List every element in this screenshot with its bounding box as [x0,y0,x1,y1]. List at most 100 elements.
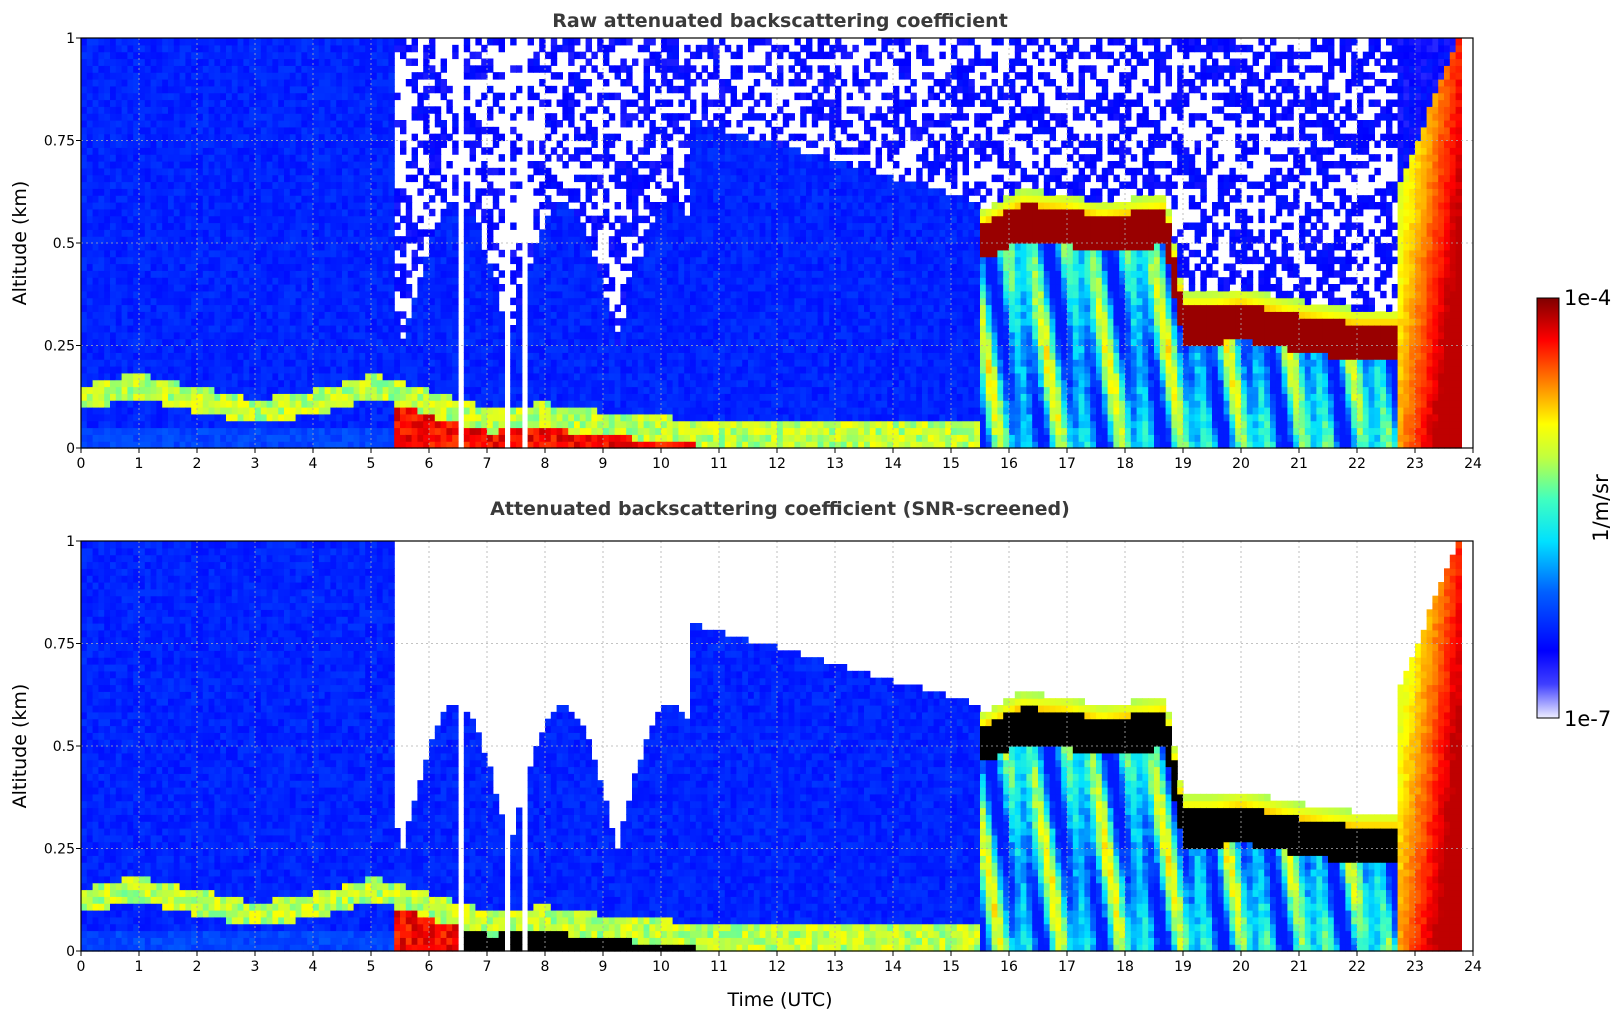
heatmap-cell [203,352,209,359]
heatmap-cell [151,209,157,216]
heatmap-cell [116,168,122,175]
heatmap-cell [284,236,290,243]
heatmap-cell [493,359,499,366]
heatmap-cell [493,195,499,202]
heatmap-cell [388,298,394,305]
heatmap-cell [417,339,423,346]
heatmap-cell [267,59,273,66]
heatmap-cell [400,380,406,387]
heatmap-cell [533,407,539,414]
heatmap-cell [209,202,215,209]
heatmap-cell [441,352,447,359]
heatmap-cell [342,236,348,243]
heatmap-cell [330,229,336,236]
heatmap-cell [412,175,418,182]
heatmap-cell [626,305,632,312]
heatmap-cell [220,113,226,120]
heatmap-cell [603,318,609,325]
heatmap-cell [470,113,476,120]
heatmap-cell [626,175,632,182]
heatmap-cell [336,216,342,223]
heatmap-cell [533,209,539,216]
heatmap-cell [156,120,162,127]
heatmap-cell [81,298,87,305]
heatmap-cell [151,38,157,45]
heatmap-cell [354,93,360,100]
heatmap-cell [342,38,348,45]
heatmap-cell [580,332,586,339]
heatmap-cell [609,434,615,441]
heatmap-cell [87,359,93,366]
heatmap-cell [475,305,481,312]
heatmap-cell [475,100,481,107]
heatmap-cell [551,127,557,134]
heatmap-cell [116,161,122,168]
heatmap-cell [359,373,365,380]
heatmap-cell [116,154,122,161]
heatmap-cell [168,52,174,59]
heatmap-cell [307,79,313,86]
heatmap-cell [603,216,609,223]
heatmap-cell [377,154,383,161]
heatmap-cell [516,147,522,154]
heatmap-cell [580,270,586,277]
heatmap-cell [435,264,441,271]
heatmap-cell [81,387,87,394]
heatmap-cell [162,120,168,127]
heatmap-cell [226,393,232,400]
heatmap-cell [493,414,499,421]
heatmap-cell [168,250,174,257]
heatmap-cell [197,339,203,346]
heatmap-cell [110,346,116,353]
heatmap-cell [238,414,244,421]
heatmap-cell [574,284,580,291]
heatmap-cell [110,195,116,202]
heatmap-cell [87,332,93,339]
heatmap-cell [470,223,476,230]
heatmap-cell [87,311,93,318]
heatmap-cell [243,387,249,394]
heatmap-cell [330,134,336,141]
heatmap-cell [383,421,389,428]
heatmap-cell [388,161,394,168]
heatmap-cell [371,270,377,277]
heatmap-cell [644,72,650,79]
heatmap-cell [586,352,592,359]
heatmap-cell [226,387,232,394]
heatmap-cell [388,250,394,257]
heatmap-cell [116,373,122,380]
heatmap-cell [493,366,499,373]
heatmap-cell [615,93,621,100]
heatmap-cell [354,421,360,428]
heatmap-cell [238,277,244,284]
heatmap-cell [232,400,238,407]
heatmap-cell [116,147,122,154]
heatmap-cell [255,120,261,127]
heatmap-cell [649,380,655,387]
heatmap-cell [417,428,423,435]
heatmap-cell [98,106,104,113]
heatmap-cell [278,298,284,305]
heatmap-cell [284,72,290,79]
heatmap-cell [185,352,191,359]
heatmap-cell [475,325,481,332]
heatmap-cell [441,346,447,353]
heatmap-cell [267,318,273,325]
heatmap-cell [139,79,145,86]
heatmap-cell [151,65,157,72]
heatmap-cell [580,175,586,182]
heatmap-cell [586,339,592,346]
heatmap-cell [580,366,586,373]
heatmap-cell [574,332,580,339]
heatmap-cell [609,387,615,394]
heatmap-cell [388,45,394,52]
heatmap-cell [87,387,93,394]
heatmap-cell [209,414,215,421]
heatmap-cell [510,195,516,202]
heatmap-cell [626,325,632,332]
heatmap-cell [475,202,481,209]
heatmap-cell [545,291,551,298]
heatmap-cell [574,298,580,305]
heatmap-cell [562,366,568,373]
heatmap-cell [603,120,609,127]
